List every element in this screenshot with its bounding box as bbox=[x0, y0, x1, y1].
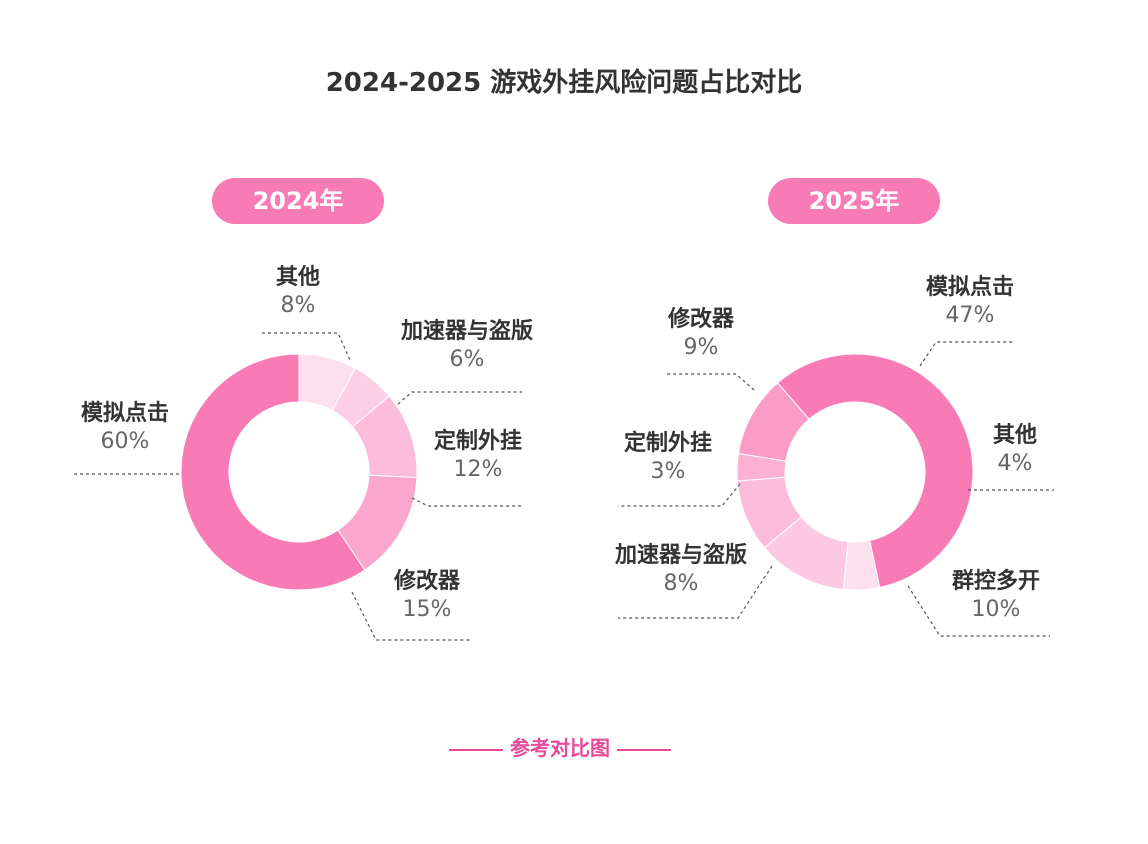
leader-line-0-2 bbox=[411, 497, 522, 507]
footer-line-left bbox=[449, 748, 504, 751]
label-2024-modifier: 修改器 15% bbox=[394, 569, 461, 622]
donut-hole-1 bbox=[807, 424, 903, 520]
donut-slice-1-5 bbox=[737, 382, 810, 462]
label-2024-accelerator: 加速器与盗版 6% bbox=[400, 319, 533, 372]
chart-title: 2024-2025 游戏外挂风险问题占比对比 bbox=[325, 68, 803, 98]
leader-line-0-3 bbox=[351, 591, 470, 641]
leader-line-1-0 bbox=[919, 341, 1014, 367]
leader-line-0-1 bbox=[397, 391, 522, 405]
label-2025-custom-cheat: 定制外挂 3% bbox=[623, 431, 712, 484]
footer-line-right bbox=[616, 748, 671, 751]
label-2025-other: 其他 4% bbox=[992, 423, 1037, 476]
leader-line-1-2 bbox=[907, 585, 1050, 637]
footer-label: 参考对比图 bbox=[510, 736, 610, 760]
donut-hole-0 bbox=[251, 424, 347, 520]
label-2024-custom-cheat: 定制外挂 12% bbox=[433, 429, 522, 482]
leader-line-1-3 bbox=[618, 565, 773, 619]
label-2025-simulated-click: 模拟点击 47% bbox=[925, 275, 1014, 328]
donut-inner-ring-1 bbox=[785, 402, 925, 542]
donut-inner-ring-0 bbox=[229, 402, 369, 542]
leader-line-1-5 bbox=[664, 373, 755, 391]
donut-slice-1-0 bbox=[776, 353, 974, 588]
year-badge-2025: 2025年 bbox=[768, 178, 940, 224]
footer-caption: 参考对比图 bbox=[0, 732, 1120, 761]
label-2024-other: 其他 8% bbox=[275, 265, 320, 318]
donut-slice-0-4 bbox=[180, 353, 366, 591]
label-2025-multi-instance: 群控多开 10% bbox=[951, 569, 1040, 622]
leader-line-1-4 bbox=[618, 483, 741, 507]
label-2025-accelerator: 加速器与盗版 8% bbox=[614, 543, 747, 596]
year-badge-2024: 2024年 bbox=[212, 178, 384, 224]
label-2025-modifier: 修改器 9% bbox=[668, 307, 735, 360]
leader-line-0-0 bbox=[262, 332, 351, 361]
label-2024-simulated-click: 模拟点击 60% bbox=[80, 401, 169, 454]
